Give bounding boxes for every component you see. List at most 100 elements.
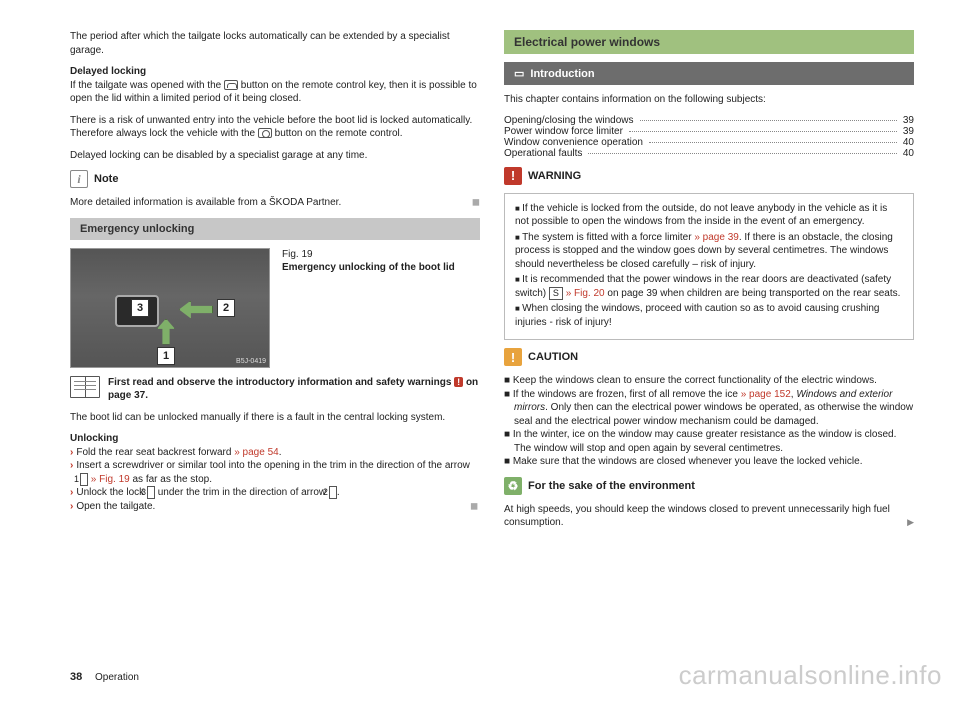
arrow-2-graphic <box>179 301 213 319</box>
toc-label: Power window force limiter <box>504 126 623 137</box>
read-first-row: First read and observe the introductory … <box>70 376 480 403</box>
callout-box: 3 <box>147 486 155 499</box>
caution-item: ■ If the windows are frozen, first of al… <box>504 388 914 429</box>
figure-row: 1 2 3 B5J-0419 Fig. 19 Emergency unlocki… <box>70 248 480 368</box>
callout-box: 2 <box>329 486 337 499</box>
toc-dots <box>629 131 897 132</box>
step-list: ›Fold the rear seat backrest forward » p… <box>70 446 480 514</box>
toc-page: 40 <box>903 137 914 148</box>
caution-item: ■ Keep the windows clean to ensure the c… <box>504 374 914 388</box>
figure-code: B5J-0419 <box>236 358 266 365</box>
caution-item: ■ Make sure that the windows are closed … <box>504 455 914 469</box>
toc-row[interactable]: Operational faults 40 <box>504 148 914 159</box>
page-footer: 38 Operation <box>70 671 139 683</box>
warning-box: If the vehicle is locked from the outsid… <box>504 193 914 341</box>
warning-item: When closing the windows, proceed with c… <box>515 302 903 329</box>
toc-label: Opening/closing the windows <box>504 115 634 126</box>
continue-icon: ▶ <box>907 516 914 528</box>
intro-label: Introduction <box>530 68 594 80</box>
toc-label: Window convenience operation <box>504 137 643 148</box>
delayed-locking-block: Delayed locking If the tailgate was open… <box>70 65 480 106</box>
text: More detailed information is available f… <box>70 197 341 208</box>
toc-label: Operational faults <box>504 148 582 159</box>
text: The system is fitted with a force limite… <box>522 232 694 243</box>
section-name: Operation <box>95 672 139 683</box>
caution-heading: ! CAUTION <box>504 348 914 366</box>
text: Make sure that the windows are closed wh… <box>513 456 863 467</box>
chevron-icon: › <box>70 447 73 458</box>
step-item: ›Open the tailgate.◼ <box>70 500 480 514</box>
callout-box: 1 <box>80 473 88 486</box>
warning-item: The system is fitted with a force limite… <box>515 231 903 272</box>
callout-3: 3 <box>131 299 149 317</box>
chevron-icon: › <box>70 460 73 471</box>
chevron-icon: › <box>70 487 73 498</box>
watermark: carmanualsonline.info <box>679 660 942 691</box>
emergency-unlocking-heading: Emergency unlocking <box>70 218 480 240</box>
toc-page: 39 <box>903 126 914 137</box>
text: on page 39 when children are being trans… <box>605 288 901 299</box>
toc-dots <box>640 120 897 121</box>
paragraph: There is a risk of unwanted entry into t… <box>70 114 480 141</box>
page-link[interactable]: » page 152 <box>741 389 791 400</box>
text: If the windows are frozen, first of all … <box>513 389 741 400</box>
text: as far as the stop. <box>130 474 212 485</box>
lock-key-icon <box>258 128 272 138</box>
book-icon: ▭ <box>514 68 524 80</box>
text: Unlock the lock <box>76 487 147 498</box>
environment-icon: ♻ <box>504 477 522 495</box>
section-title: Electrical power windows <box>504 30 914 54</box>
caution-icon: ! <box>504 348 522 366</box>
unlocking-steps: Unlocking ›Fold the rear seat backrest f… <box>70 432 480 513</box>
text: Keep the windows clean to ensure the cor… <box>513 375 877 386</box>
toc-row[interactable]: Window convenience operation 40 <box>504 137 914 148</box>
toc-row[interactable]: Opening/closing the windows39 <box>504 115 914 126</box>
text: . Only then can the electrical power win… <box>514 402 913 427</box>
text: At high speeds, you should keep the wind… <box>504 504 890 529</box>
caution-item: ■ In the winter, ice on the window may c… <box>504 428 914 455</box>
text: button on the remote control. <box>272 128 403 139</box>
callout-2: 2 <box>217 299 235 317</box>
warning-icon: ! <box>504 167 522 185</box>
toc-page: 40 <box>903 148 914 159</box>
right-column: Electrical power windows ▭ Introduction T… <box>504 30 914 530</box>
fig-link[interactable]: » Fig. 20 <box>563 288 605 299</box>
read-first-text: First read and observe the introductory … <box>108 376 480 403</box>
warning-inline-icon: ! <box>454 377 463 387</box>
text: . <box>337 487 340 498</box>
page-link[interactable]: » page 39 <box>694 232 739 243</box>
note-text: More detailed information is available f… <box>70 196 480 210</box>
chevron-icon: › <box>70 501 73 512</box>
step-item: ›Insert a screwdriver or similar tool in… <box>70 459 480 486</box>
environment-heading: ♻ For the sake of the environment <box>504 477 914 495</box>
fig-link[interactable]: » Fig. 19 <box>88 474 130 485</box>
figure-19: 1 2 3 B5J-0419 <box>70 248 270 368</box>
environment-label: For the sake of the environment <box>528 480 695 492</box>
text: First read and observe the introductory … <box>108 377 454 388</box>
warning-item: If the vehicle is locked from the outsid… <box>515 202 903 229</box>
environment-text: At high speeds, you should keep the wind… <box>504 503 914 530</box>
text: . <box>279 447 282 458</box>
paragraph: The boot lid can be unlocked manually if… <box>70 411 480 425</box>
paragraph: If the tailgate was opened with the butt… <box>70 79 480 106</box>
figure-caption: Fig. 19 Emergency unlocking of the boot … <box>282 248 455 274</box>
arrow-1-graphic <box>157 319 175 345</box>
page-number: 38 <box>70 671 82 683</box>
toc-dots <box>588 153 896 154</box>
text: Insert a screwdriver or similar tool int… <box>76 460 470 471</box>
step-item: ›Fold the rear seat backrest forward » p… <box>70 446 480 460</box>
introduction-heading: ▭ Introduction <box>504 62 914 85</box>
text: under the trim in the direction of arrow <box>155 487 329 498</box>
callout-box: S <box>549 287 563 300</box>
page: The period after which the tailgate lock… <box>0 0 960 550</box>
warning-heading: ! WARNING <box>504 167 914 185</box>
toc-row[interactable]: Power window force limiter 39 <box>504 126 914 137</box>
text: Fold the rear seat backrest forward <box>76 447 234 458</box>
paragraph: Delayed locking can be disabled by a spe… <box>70 149 480 163</box>
section-end-icon: ◼ <box>472 196 480 210</box>
page-link[interactable]: » page 54 <box>234 447 279 458</box>
left-column: The period after which the tailgate lock… <box>70 30 480 530</box>
paragraph: The period after which the tailgate lock… <box>70 30 480 57</box>
intro-text: This chapter contains information on the… <box>504 93 914 107</box>
toc-dots <box>649 142 897 143</box>
